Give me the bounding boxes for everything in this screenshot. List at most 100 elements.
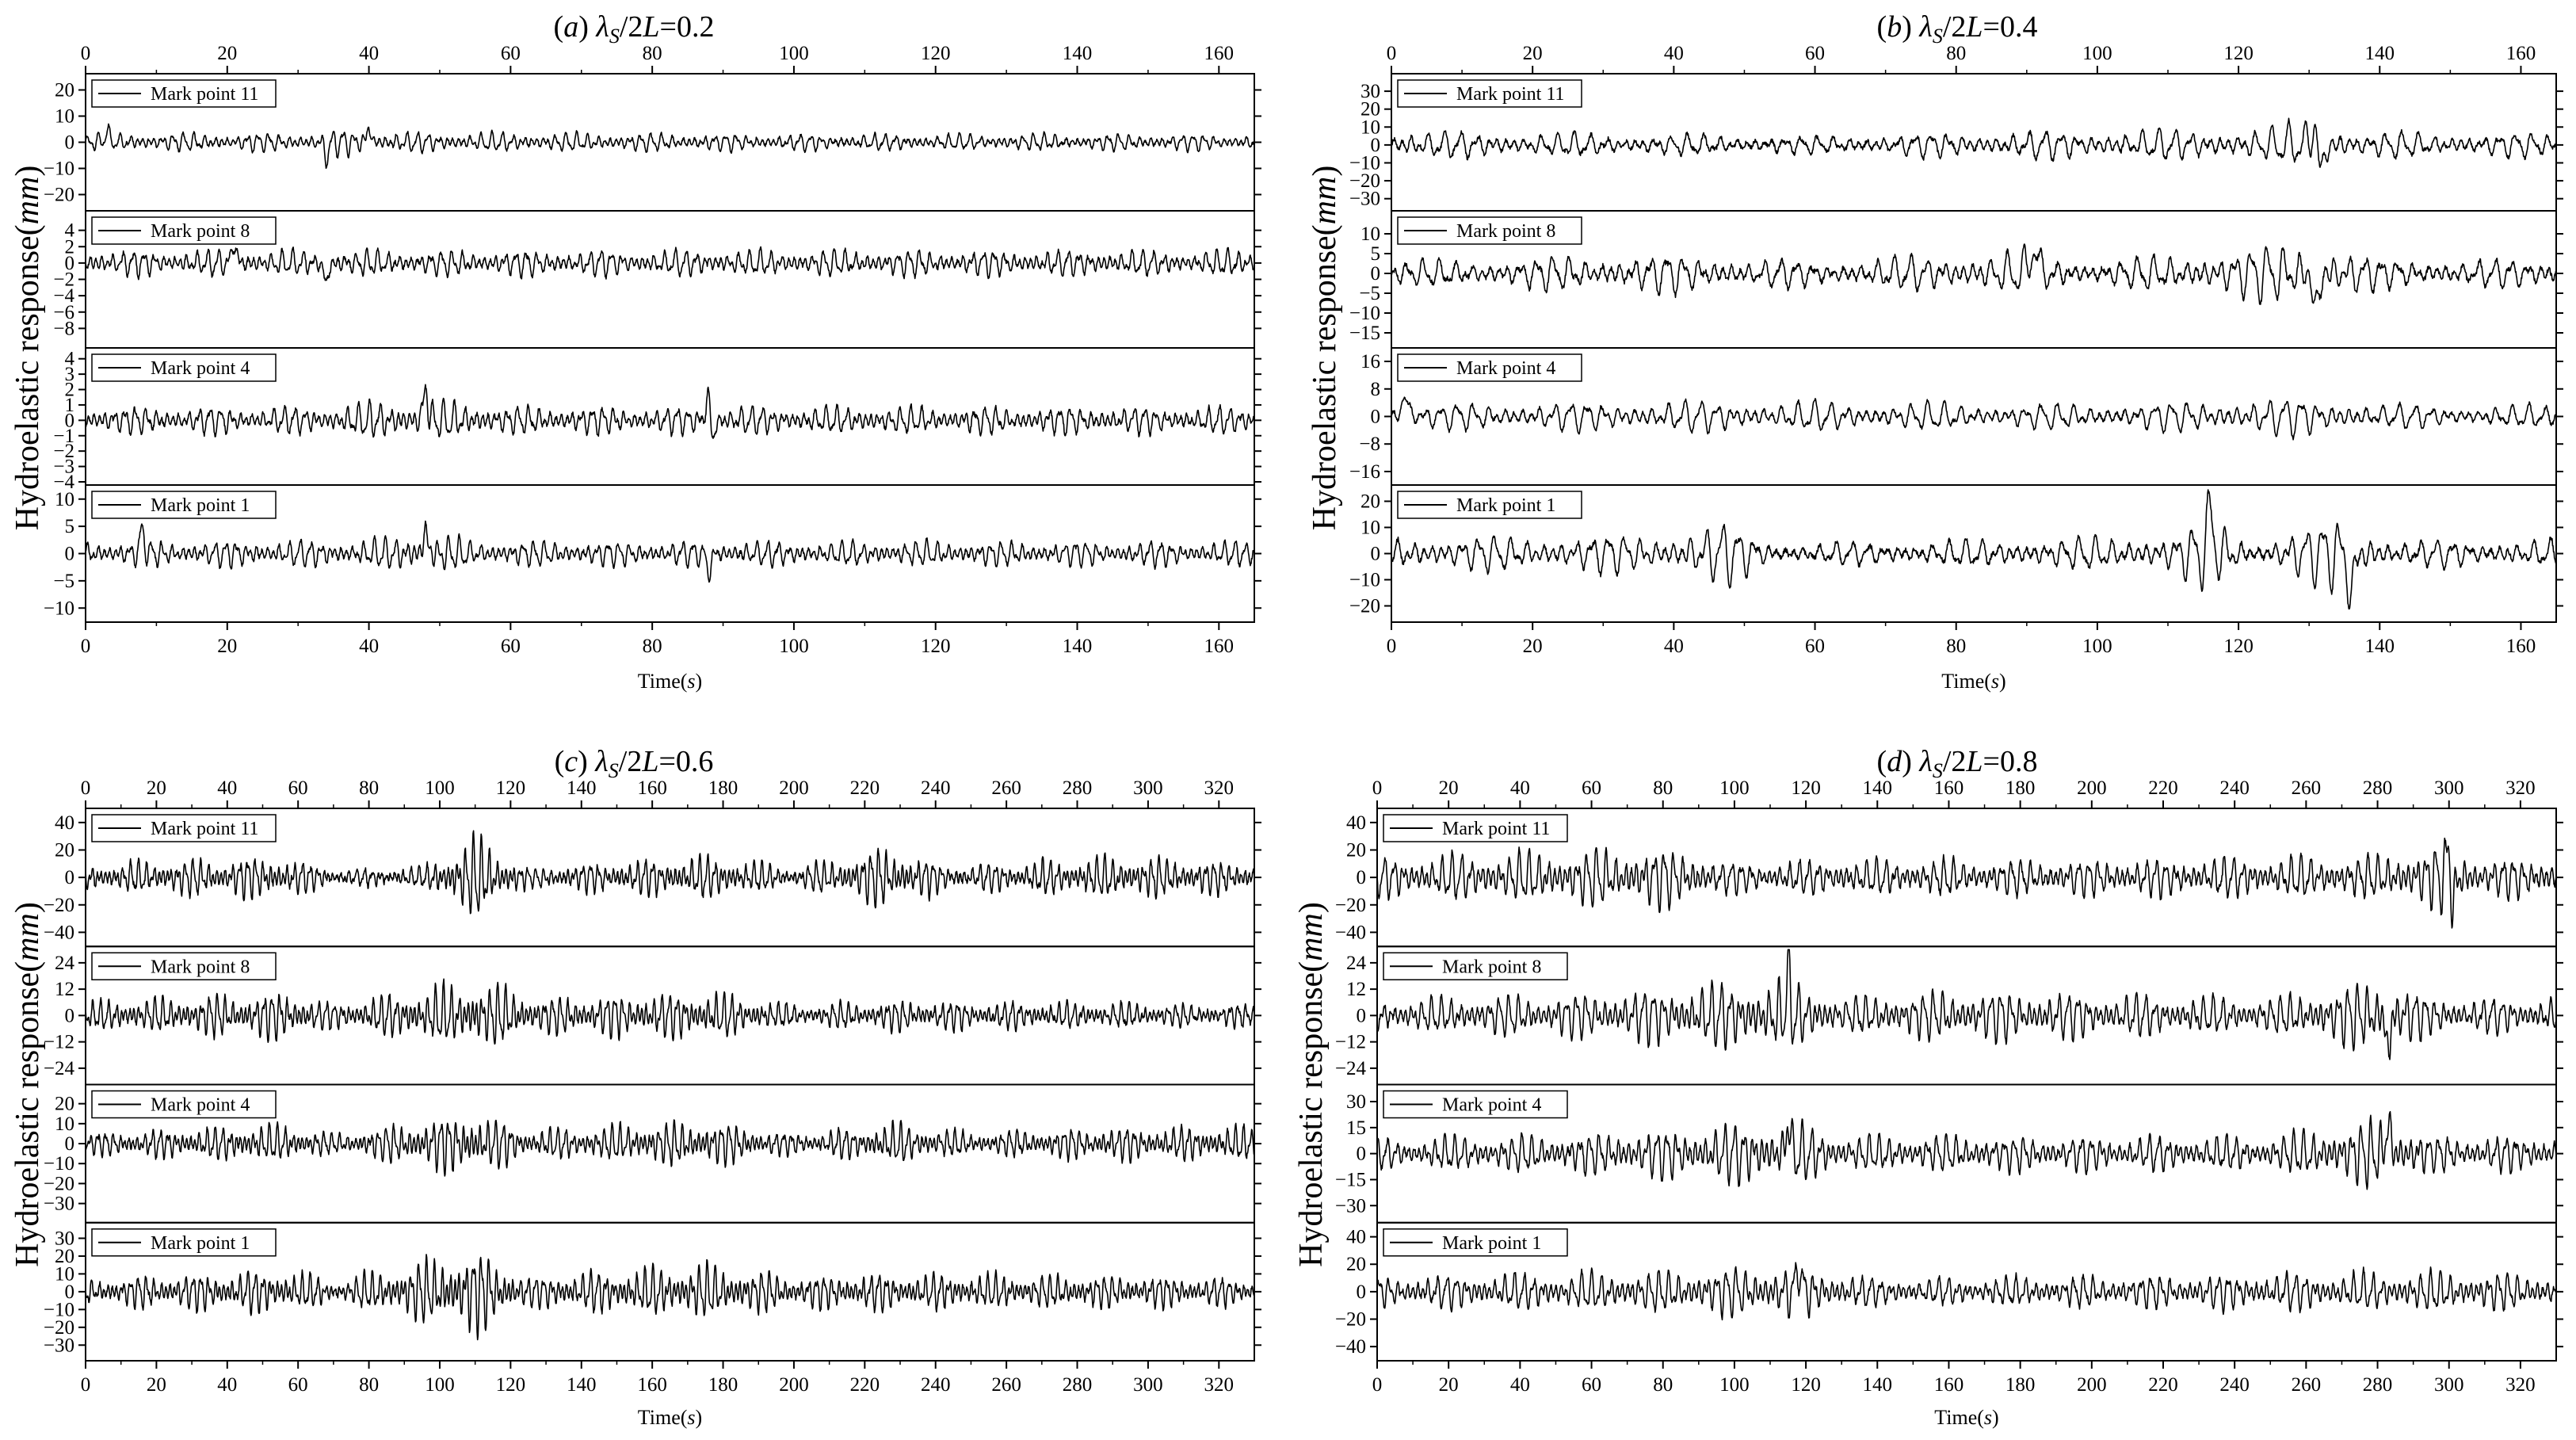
y-tick-label: 0 — [65, 1133, 75, 1155]
y-tick-label: 10 — [1361, 116, 1380, 138]
x-tick-label-bottom: 160 — [1204, 636, 1235, 657]
y-label-text: Hydroelastic response — [10, 972, 46, 1267]
x-tick-label-bottom: 140 — [1863, 1374, 1893, 1396]
legend-label: Mark point 11 — [1442, 819, 1550, 839]
x-tick-label-top: 60 — [288, 777, 308, 799]
x-tick-label-bottom: 140 — [2365, 636, 2395, 657]
y-tick-label: −10 — [1349, 570, 1380, 591]
chart-title: (a) λS/2L=0.2 — [554, 10, 715, 48]
x-tick-label-bottom: 0 — [81, 636, 91, 657]
y-tick-label: 15 — [1346, 1117, 1366, 1139]
title-paren-close: ) — [1902, 10, 1919, 44]
x-label-unit: s — [687, 1406, 695, 1429]
x-tick-label-top: 260 — [991, 777, 1021, 799]
legend-label: Mark point 11 — [151, 819, 258, 839]
series-line-mark-point — [85, 1254, 1255, 1341]
legend-label: Mark point 4 — [1456, 358, 1555, 379]
y-tick-label: 10 — [1361, 518, 1380, 539]
y-tick-label: 4 — [65, 349, 75, 370]
x-axis-label: Time(s) — [1934, 1406, 1998, 1429]
x-tick-label-top: 40 — [217, 777, 237, 799]
y-label-text: Hydroelastic response — [1293, 972, 1330, 1267]
y-axis-label: Hydroelastic response(mm) — [10, 902, 46, 1267]
x-tick-label-bottom: 60 — [1805, 636, 1825, 657]
y-label-paren: ( — [1307, 224, 1343, 235]
x-tick-label-bottom: 240 — [2219, 1374, 2250, 1396]
x-tick-label-bottom: 0 — [1372, 1374, 1383, 1396]
x-tick-label-bottom: 160 — [1934, 1374, 1964, 1396]
y-tick-label: −20 — [44, 1317, 74, 1339]
x-tick-label-bottom: 320 — [2505, 1374, 2536, 1396]
legend-box — [1383, 952, 1568, 980]
x-tick-label-bottom: 200 — [2077, 1374, 2107, 1396]
y-tick-label: −12 — [1335, 1032, 1366, 1053]
y-tick-label: −10 — [1349, 152, 1380, 174]
x-tick-label-bottom: 180 — [2005, 1374, 2036, 1396]
y-tick-label: 10 — [55, 1113, 74, 1135]
y-tick-label: 20 — [1346, 839, 1366, 861]
title-paren-close: ) — [578, 745, 595, 778]
series-line-mark-point — [1376, 1262, 2557, 1321]
title-lambda: λ — [1918, 10, 1932, 44]
y-label-paren: ) — [10, 902, 46, 913]
x-tick-label-top: 180 — [708, 777, 738, 799]
title-subscript: S — [609, 759, 619, 782]
x-tick-label-bottom: 120 — [496, 1374, 526, 1396]
title-value: =0.4 — [1983, 10, 2038, 44]
x-tick-label-bottom: 80 — [359, 1374, 379, 1396]
x-tick-label-top: 0 — [1372, 777, 1383, 799]
y-tick-label: 40 — [1346, 1227, 1366, 1248]
series-line-mark-point — [85, 384, 1255, 439]
y-tick-label: −2 — [53, 269, 74, 291]
x-tick-label-bottom: 320 — [1204, 1374, 1235, 1396]
y-tick-label: 16 — [1361, 351, 1380, 372]
y-tick-label: −4 — [53, 285, 74, 307]
x-tick-label-bottom: 0 — [81, 1374, 91, 1396]
y-tick-label: −40 — [44, 922, 74, 943]
y-tick-label: −30 — [1335, 1195, 1366, 1217]
y-tick-label: 10 — [55, 489, 74, 510]
series-line-mark-point — [1391, 489, 2557, 610]
y-label-unit: mm — [1307, 177, 1343, 225]
x-label-paren: ( — [681, 1406, 688, 1429]
x-tick-label-top: 280 — [2363, 777, 2393, 799]
y-tick-label: 5 — [65, 516, 75, 537]
x-tick-label-top: 200 — [779, 777, 809, 799]
x-tick-label-bottom: 40 — [1510, 1374, 1530, 1396]
y-tick-label: −5 — [1359, 283, 1380, 304]
x-label-paren: ) — [1992, 1406, 1999, 1429]
x-label-paren: ( — [681, 670, 688, 693]
y-tick-label: −2 — [53, 441, 74, 462]
y-tick-label: −15 — [1335, 1169, 1366, 1190]
x-tick-label-bottom: 280 — [1063, 1374, 1093, 1396]
title-slash: /2 — [1943, 10, 1967, 44]
y-tick-label: 20 — [55, 1094, 74, 1115]
x-tick-label-top: 160 — [637, 777, 667, 799]
x-tick-label-bottom: 40 — [359, 636, 379, 657]
x-tick-label-top: 200 — [2077, 777, 2107, 799]
legend-label: Mark point 8 — [151, 221, 250, 242]
title-lambda: λ — [595, 10, 609, 44]
y-tick-label: −40 — [1335, 1336, 1366, 1358]
x-tick-label-bottom: 140 — [567, 1374, 597, 1396]
x-tick-label-bottom: 20 — [1439, 1374, 1459, 1396]
x-tick-label-top: 140 — [567, 777, 597, 799]
y-label-unit: mm — [10, 177, 46, 225]
y-tick-label: −20 — [1335, 1309, 1366, 1331]
y-tick-label: 10 — [55, 106, 74, 128]
y-label-paren: ) — [1307, 166, 1343, 177]
y-tick-label: 5 — [1371, 243, 1381, 265]
x-tick-label-top: 100 — [2082, 43, 2112, 64]
y-tick-label: −16 — [1349, 461, 1380, 483]
x-tick-label-bottom: 220 — [2148, 1374, 2178, 1396]
y-tick-label: 10 — [55, 1263, 74, 1285]
x-tick-label-bottom: 240 — [921, 1374, 951, 1396]
x-tick-label-bottom: 280 — [2363, 1374, 2393, 1396]
y-tick-label: 1 — [65, 395, 75, 416]
y-tick-label: 0 — [65, 867, 75, 888]
x-label-text: Time — [638, 670, 681, 693]
x-tick-label-bottom: 140 — [1063, 636, 1093, 657]
y-label-paren: ) — [1293, 902, 1330, 913]
